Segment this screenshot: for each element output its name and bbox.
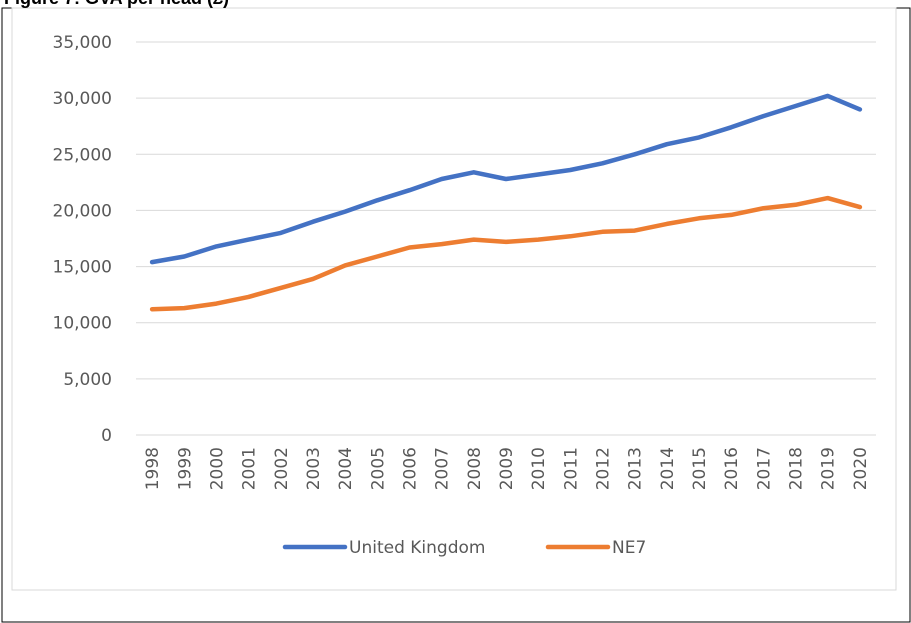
legend-label: United Kingdom	[349, 538, 485, 558]
x-tick-label: 2009	[497, 447, 517, 490]
x-tick-label: 2005	[368, 447, 388, 490]
x-tick-label: 2019	[819, 447, 839, 490]
x-tick-label: 2014	[658, 447, 678, 490]
x-tick-label: 2015	[690, 447, 710, 490]
chart-frame	[11, 7, 897, 591]
x-tick-label: 2008	[465, 447, 485, 490]
x-tick-label: 1999	[175, 447, 195, 490]
x-tick-label: 2011	[561, 447, 581, 490]
y-tick-label: 35,000	[53, 33, 112, 53]
y-tick-label: 0	[101, 426, 112, 446]
x-tick-label: 2002	[272, 447, 292, 490]
x-tick-label: 2016	[722, 447, 742, 490]
x-tick-label: 2003	[304, 447, 324, 490]
x-tick-label: 2012	[594, 447, 614, 490]
y-tick-label: 20,000	[53, 201, 112, 221]
x-tick-label: 2001	[240, 447, 260, 490]
x-tick-label: 1998	[143, 447, 163, 490]
x-tick-label: 2000	[207, 447, 227, 490]
x-tick-label: 2006	[400, 447, 420, 490]
y-tick-label: 15,000	[53, 258, 112, 278]
x-tick-label: 2010	[529, 447, 549, 490]
chart-title: Figure 7: GVA per head (£)	[4, 0, 229, 8]
x-tick-label: 2007	[433, 447, 453, 490]
y-tick-label: 30,000	[53, 89, 112, 109]
x-tick-label: 2020	[851, 447, 871, 490]
x-tick-label: 2004	[336, 447, 356, 490]
x-tick-label: 2017	[754, 447, 774, 490]
y-tick-label: 5,000	[63, 370, 112, 390]
x-tick-label: 2013	[626, 447, 646, 490]
y-tick-label: 25,000	[53, 145, 112, 165]
series-line	[149, 93, 863, 265]
legend-label: NE7	[612, 538, 646, 558]
y-tick-label: 10,000	[53, 314, 112, 334]
x-tick-label: 2018	[787, 447, 807, 490]
series-line	[149, 195, 863, 312]
